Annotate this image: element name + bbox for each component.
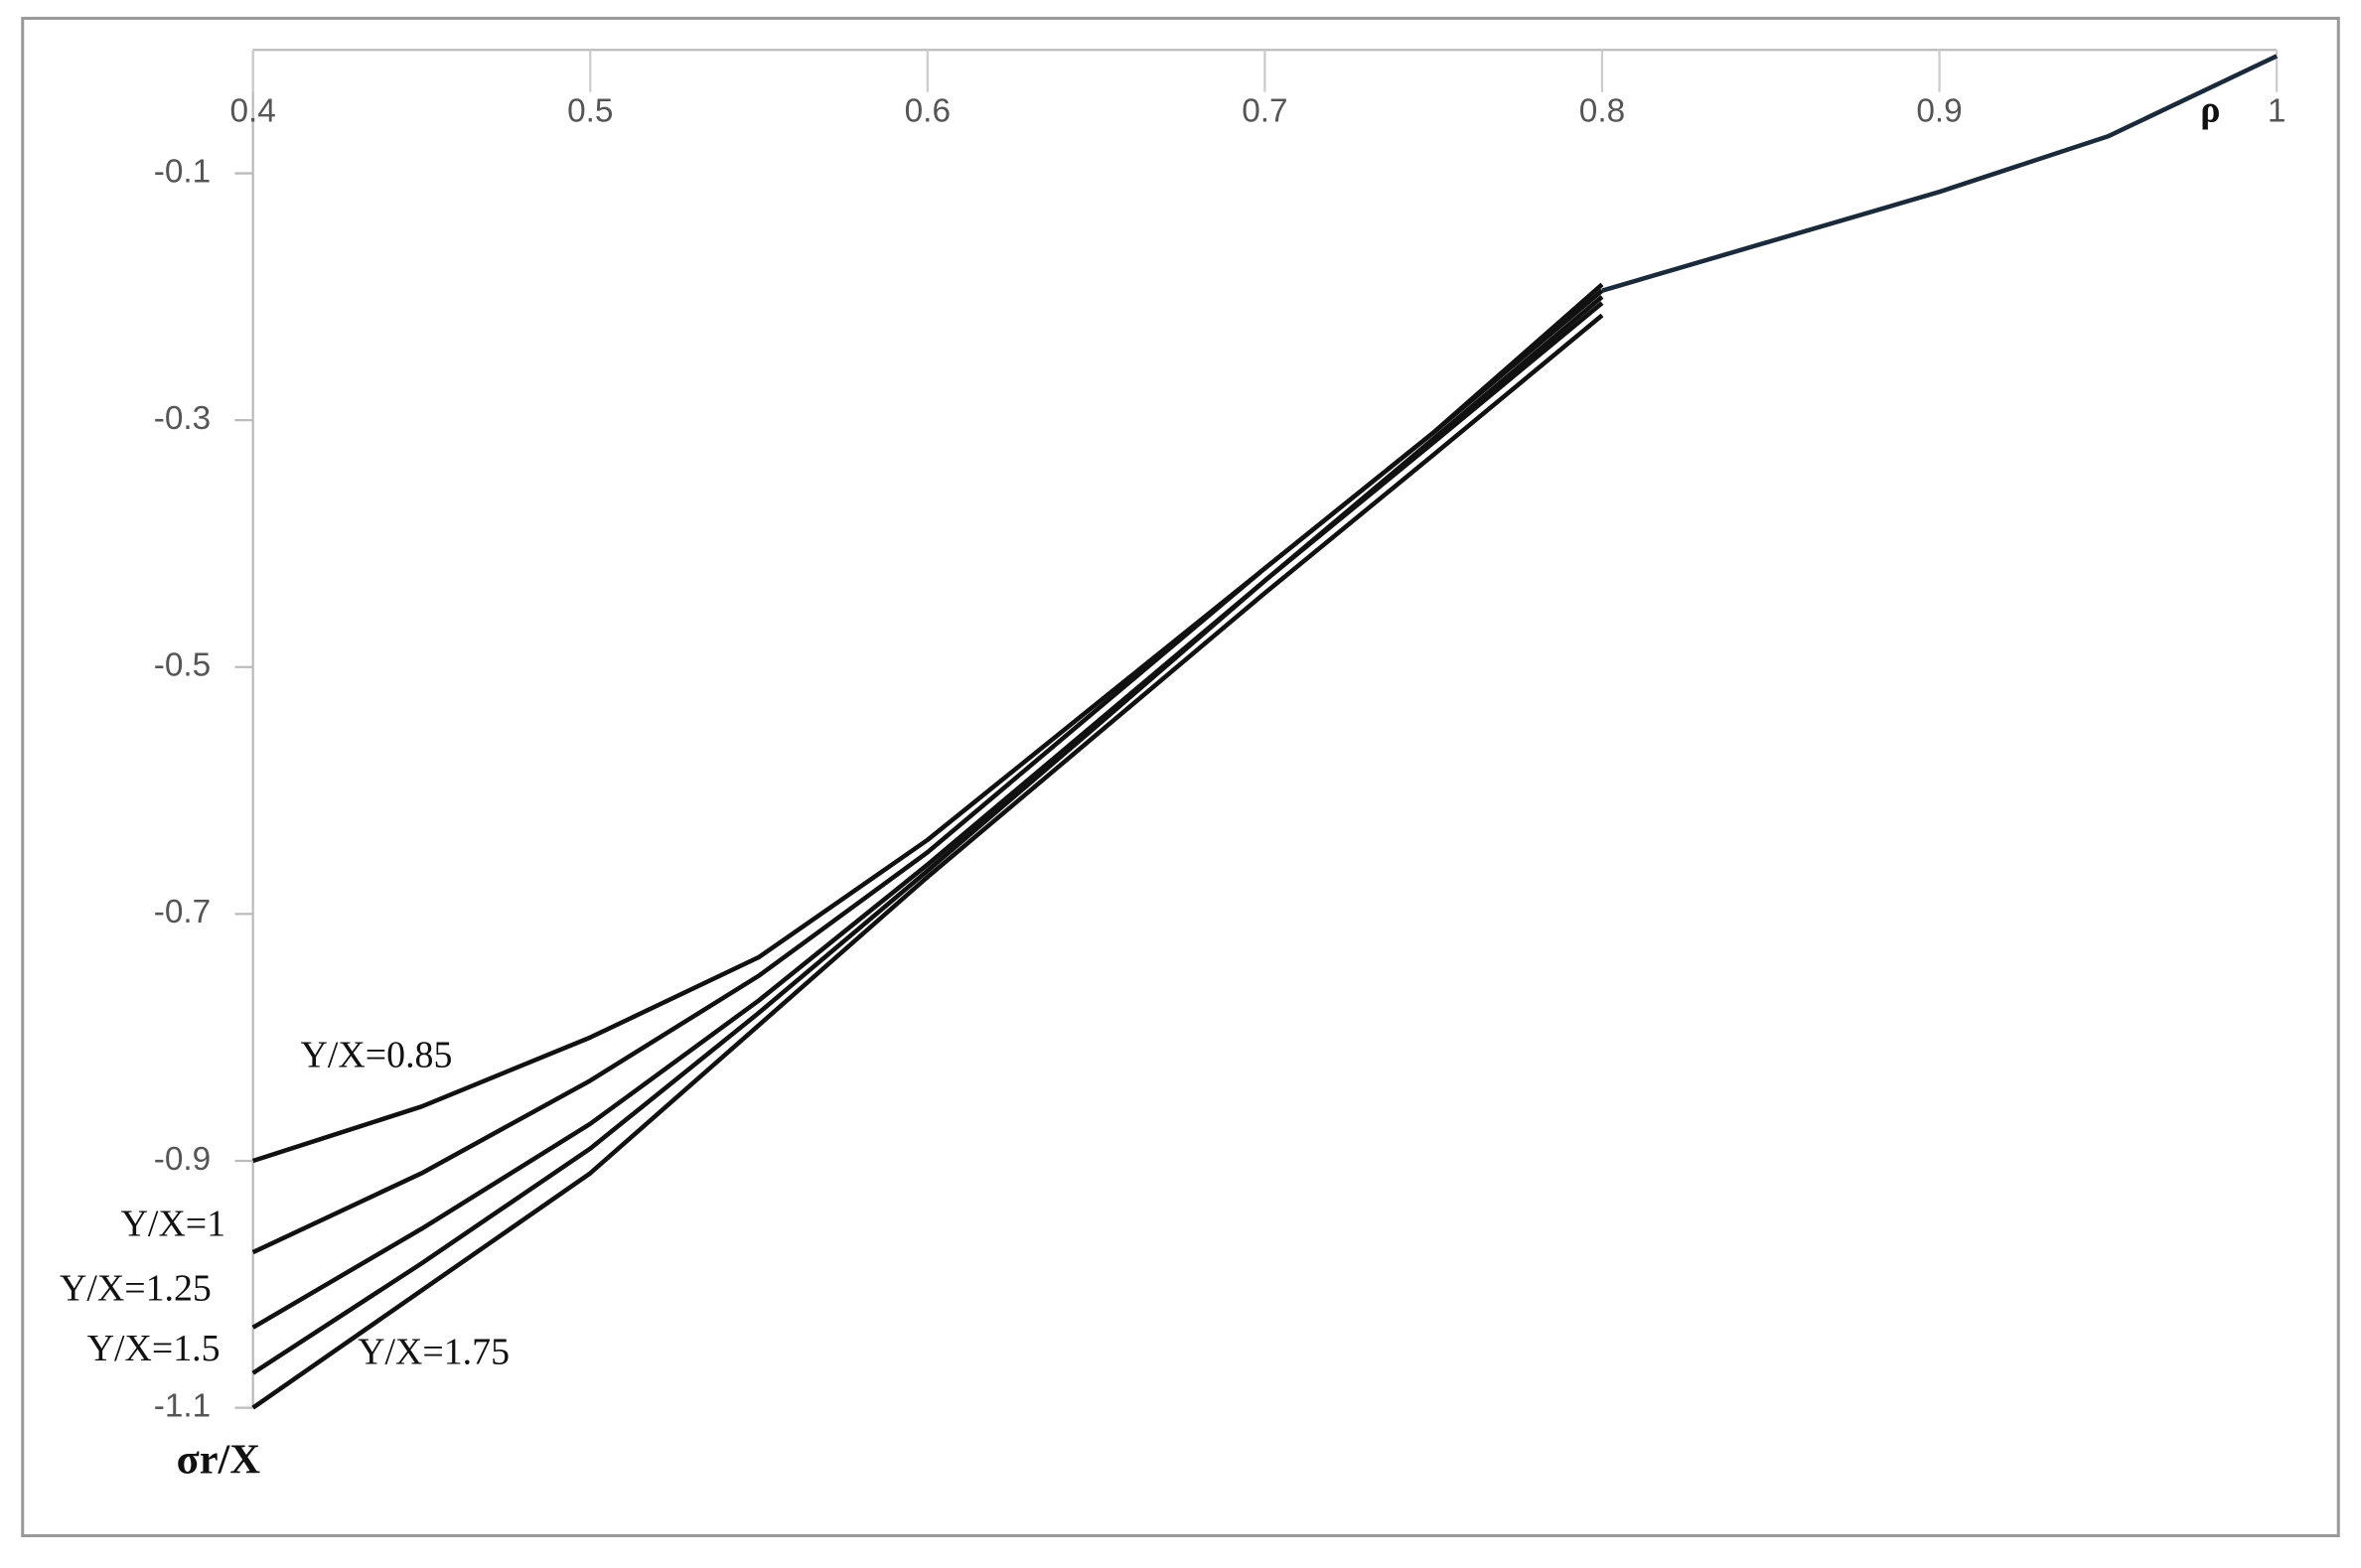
- x-tick-label: 0.8: [1579, 93, 1625, 130]
- y-tick-label: -1.1: [154, 1387, 211, 1424]
- series-label: Y/X=0.85: [301, 1035, 453, 1076]
- series-line: [251, 301, 1604, 1375]
- x-tick-label: 0.9: [1916, 93, 1962, 130]
- y-tick-label: -0.1: [154, 153, 211, 190]
- x-tick-label: 0.4: [229, 93, 275, 130]
- x-tick-label: 0.7: [1242, 93, 1287, 130]
- y-tick-label: -0.3: [154, 400, 211, 437]
- series-label: Y/X=1: [121, 1203, 226, 1244]
- series-label: Y/X=1.75: [358, 1331, 510, 1372]
- frame: [21, 16, 2340, 1538]
- series-label: Y/X=1.25: [60, 1268, 212, 1310]
- series-label: Y/X=1.5: [87, 1328, 221, 1369]
- y-tick-label: -0.7: [154, 894, 211, 930]
- x-axis-label: ρ: [2200, 89, 2220, 131]
- x-tick-label: 1: [2268, 93, 2287, 130]
- x-tick-label: 0.6: [905, 93, 951, 130]
- y-tick-label: -0.9: [154, 1141, 211, 1178]
- y-tick-label: -0.5: [154, 647, 211, 684]
- series-line: [251, 288, 1604, 1255]
- y-axis-label: σr/X: [177, 1436, 261, 1483]
- series-line: [1601, 54, 2279, 293]
- series-line: [251, 313, 1604, 1410]
- x-tick-label: 0.5: [567, 93, 613, 130]
